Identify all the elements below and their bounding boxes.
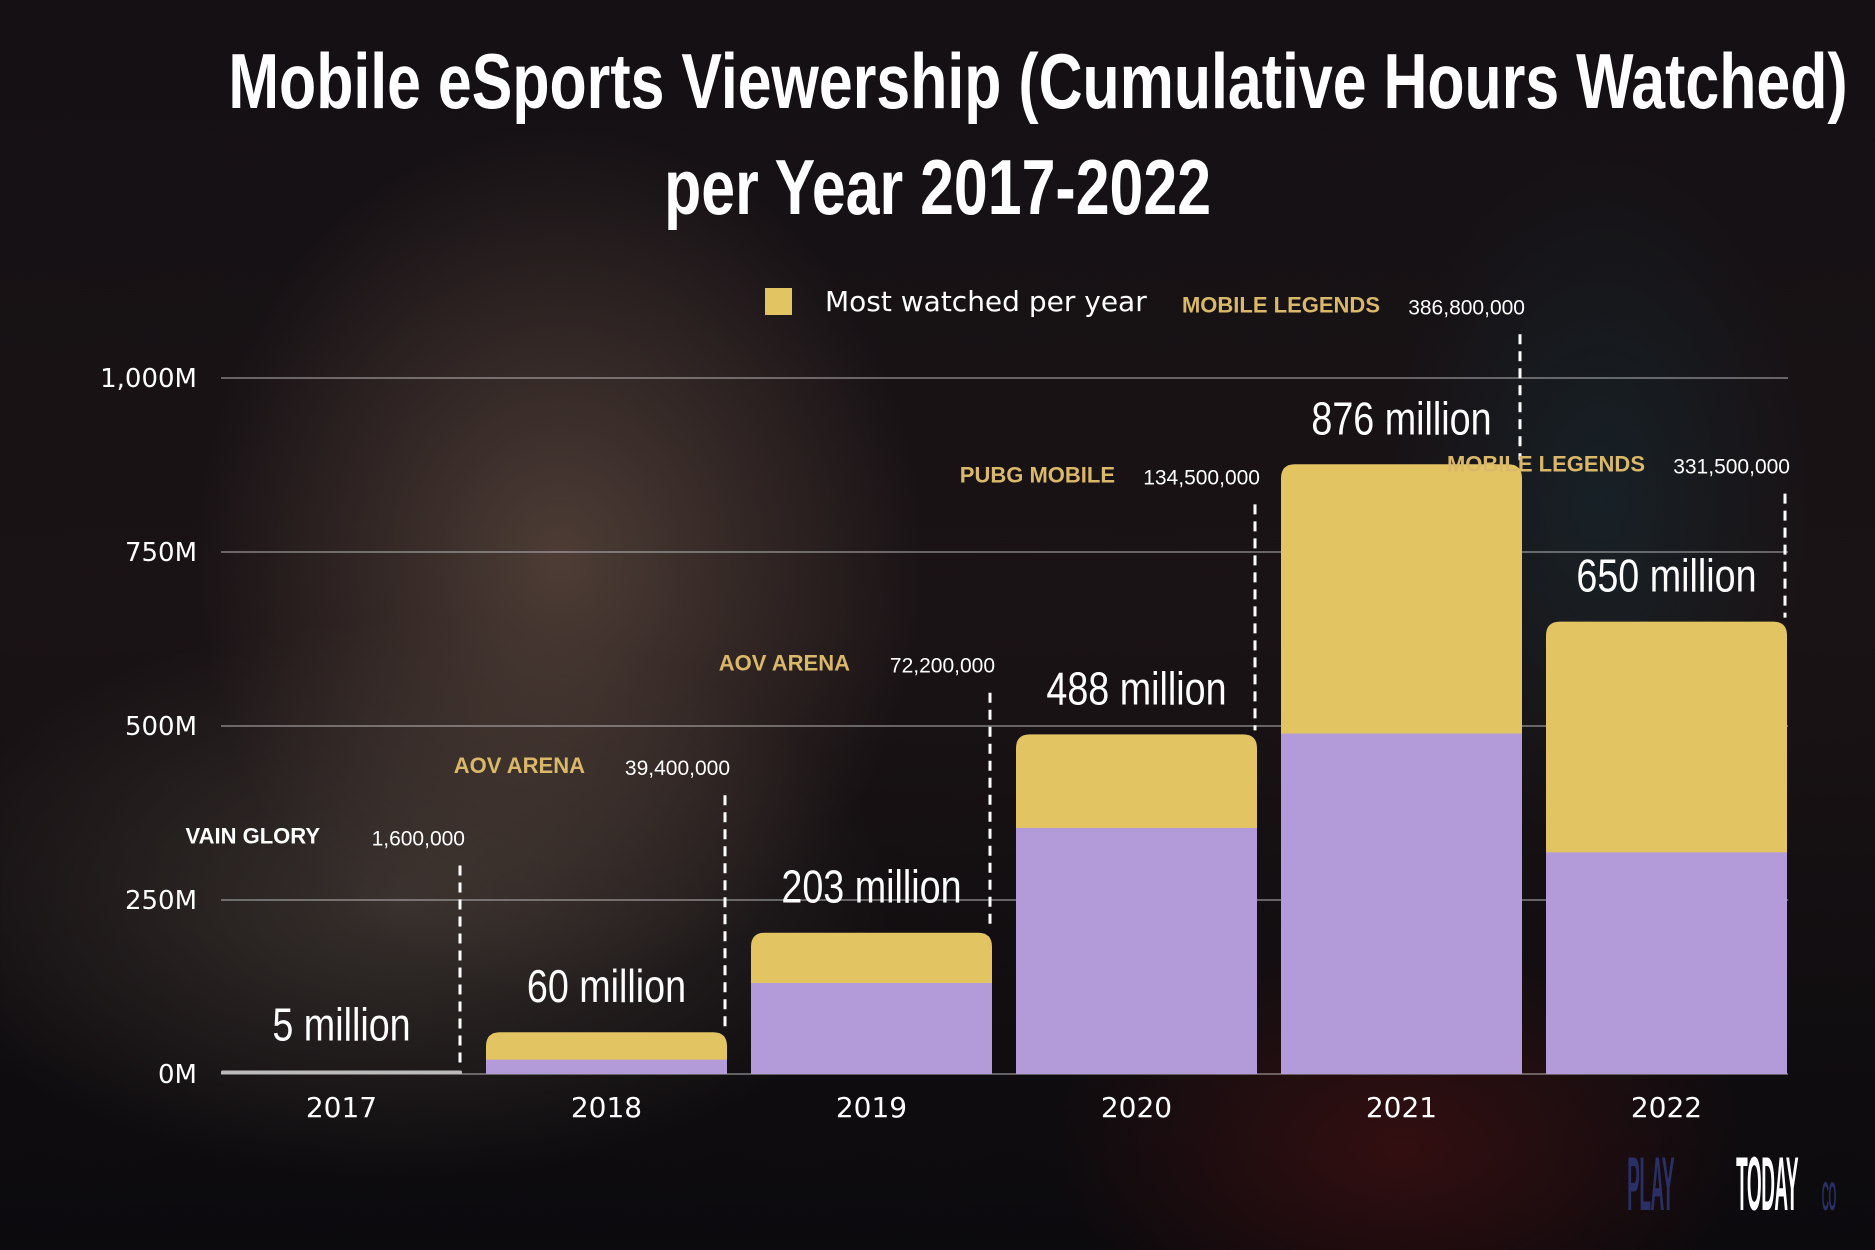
y-tick-label: 1,000M	[100, 364, 197, 394]
chart-title-line2: per Year 2017-2022	[0, 148, 1875, 226]
total-label: 488 million	[1046, 663, 1226, 714]
most-watched-hours: 331,500,000	[1673, 456, 1790, 479]
title-text: Mobile eSports Viewership (Cumulative Ho…	[228, 37, 1848, 125]
game-logo-mobile-legends-bang-bang: MOBILE LEGENDS	[1447, 452, 1645, 477]
total-label: 650 million	[1576, 550, 1756, 601]
bar-other-2019	[751, 982, 992, 1074]
x-tick-label: 2020	[1101, 1091, 1172, 1124]
y-tick-label: 0M	[158, 1060, 197, 1090]
total-label: 876 million	[1311, 393, 1491, 444]
logo-suffix: CO	[1821, 1175, 1836, 1219]
game-logo-arena-of-valor: AOV ARENA	[719, 651, 850, 676]
bar-most-watched-2017	[221, 1070, 462, 1074]
total-label: 60 million	[527, 961, 686, 1012]
game-logo-vainglory: VAIN GLORY	[186, 824, 321, 849]
logo-part2: TODAY	[1735, 1142, 1798, 1227]
y-tick-label: 750M	[125, 538, 197, 568]
playtoday-logo: PLAY TODAY CO	[1325, 1141, 1836, 1228]
legend-swatch	[765, 288, 792, 315]
most-watched-hours: 1,600,000	[372, 828, 465, 851]
total-label: 203 million	[781, 861, 961, 912]
bar-other-2020	[1016, 827, 1257, 1074]
bar-other-2022	[1546, 852, 1787, 1074]
game-logo-pubg-mobile: PUBG MOBILE	[960, 462, 1115, 487]
x-tick-label: 2021	[1366, 1091, 1437, 1124]
game-logo-mobile-legends-bang-bang: MOBILE LEGENDS	[1182, 292, 1380, 317]
title-text: per Year 2017-2022	[664, 143, 1211, 231]
legend-label: Most watched per year	[825, 285, 1147, 318]
bar-other-2021	[1281, 733, 1522, 1074]
y-tick-label: 500M	[125, 712, 197, 742]
logo-part1: PLAY	[1626, 1142, 1674, 1227]
most-watched-hours: 386,800,000	[1408, 296, 1525, 319]
chart-title-line1: Mobile eSports Viewership (Cumulative Ho…	[0, 42, 1875, 120]
x-tick-label: 2022	[1631, 1091, 1702, 1124]
x-tick-label: 2018	[571, 1091, 642, 1124]
bar-other-2018	[486, 1059, 727, 1074]
game-logo-arena-of-valor: AOV ARENA	[454, 753, 585, 778]
most-watched-hours: 134,500,000	[1143, 466, 1260, 489]
most-watched-hours: 72,200,000	[890, 655, 995, 678]
total-label: 5 million	[272, 999, 410, 1050]
most-watched-hours: 39,400,000	[625, 757, 730, 780]
y-tick-label: 250M	[125, 886, 197, 916]
x-tick-label: 2019	[836, 1091, 907, 1124]
x-tick-label: 2017	[306, 1091, 377, 1124]
